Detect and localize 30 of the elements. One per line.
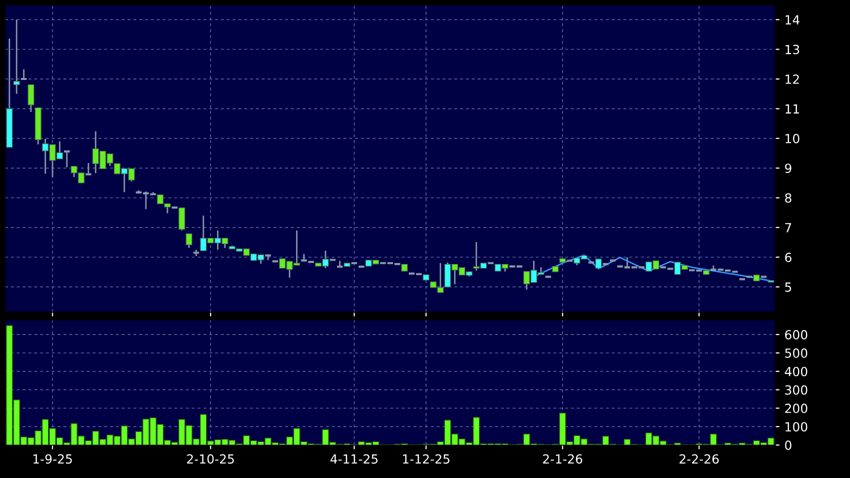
y-tick-label: 500 (785, 348, 808, 358)
y-tick-label: 7 (785, 223, 792, 232)
x-tick-label: 2-2-26 (680, 454, 719, 464)
y-tick-label: 100 (786, 422, 808, 432)
y-tick-label: 400 (784, 366, 808, 376)
y-tick-label: 14 (786, 15, 800, 24)
y-tick-label: 300 (785, 385, 808, 395)
candlestick (84, 162, 92, 176)
x-tick-label: 1-9-25 (33, 454, 72, 464)
candlestick (28, 84, 34, 113)
x-tick-label: 2-10-25 (187, 454, 234, 464)
y-tick-label: 10 (786, 134, 800, 144)
y-tick-label: 0 (785, 440, 792, 450)
candlestick (595, 258, 602, 269)
candlestick (20, 68, 28, 80)
y-tick-label: 12 (786, 74, 799, 84)
y-tick-label: 13 (786, 44, 800, 54)
x-tick-label: 4-11-25 (330, 454, 378, 464)
y-tick-label: 200 (785, 404, 808, 414)
y-tick-label: 6 (785, 252, 792, 262)
candlestick (62, 150, 71, 168)
x-tick-label: 1-12-25 (403, 454, 450, 464)
x-tick-label: 2-1-26 (543, 454, 582, 464)
y-tick-label: 8 (785, 193, 792, 203)
y-tick-label: 11 (786, 104, 799, 114)
y-tick-label: 5 (785, 282, 792, 292)
y-tick-label: 600 (785, 330, 808, 340)
y-tick-label: 9 (785, 164, 792, 174)
candlestick (186, 233, 192, 249)
candlestick (13, 18, 20, 95)
